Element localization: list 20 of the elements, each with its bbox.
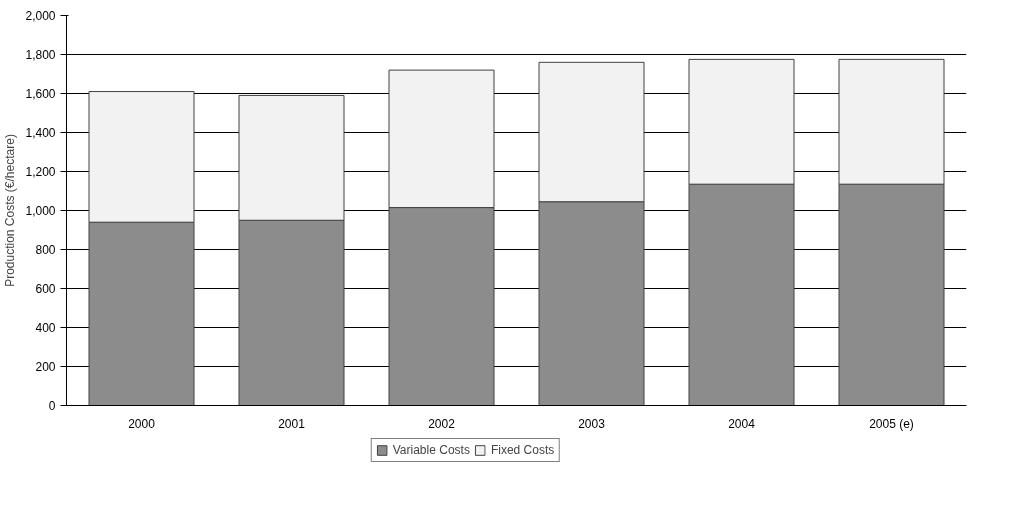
y-tick-label: 1,600 <box>25 87 56 101</box>
x-tick-label: 2000 <box>128 416 156 431</box>
y-tick-label: 600 <box>35 282 56 296</box>
x-tick-label: 2002 <box>428 416 456 431</box>
y-tick-label: 0 <box>48 399 56 413</box>
x-tick-label: 2003 <box>578 416 606 431</box>
legend-label: Variable Costs <box>392 443 470 457</box>
y-tick-label: 1,400 <box>25 126 56 140</box>
y-tick-label: 200 <box>35 360 56 374</box>
x-tick-label: 2005 (e) <box>869 416 914 431</box>
y-tick-label: 2,000 <box>25 9 56 23</box>
y-tick-label: 1,200 <box>25 165 56 179</box>
legend-label: Fixed Costs <box>490 443 555 457</box>
y-tick-label: 400 <box>35 321 56 335</box>
y-tick-label: 1,000 <box>25 204 56 218</box>
x-tick-label: 2004 <box>728 416 756 431</box>
y-axis-title: Production Costs (€/hectare) <box>3 134 18 287</box>
x-tick-label: 2001 <box>278 416 306 431</box>
y-tick-label: 1,800 <box>25 48 56 62</box>
y-tick-label: 800 <box>35 243 56 257</box>
